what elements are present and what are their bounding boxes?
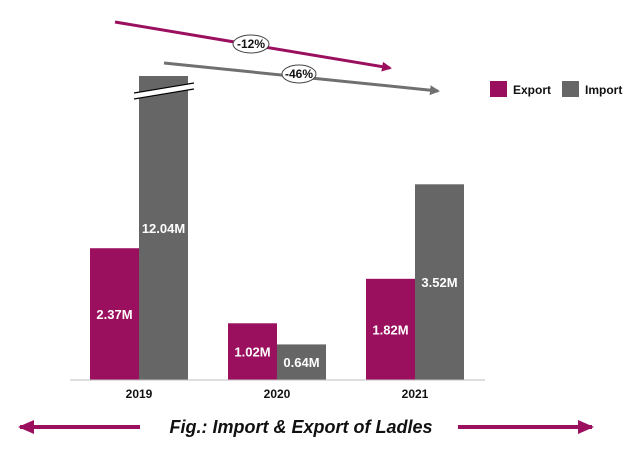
legend-label-import: Import xyxy=(585,83,622,97)
value-label-export-2020: 1.02M xyxy=(234,345,270,360)
value-label-export-2021: 1.82M xyxy=(372,322,408,337)
bar-export-2020 xyxy=(228,323,277,380)
legend-swatch-export xyxy=(490,81,507,97)
change-badge-import xyxy=(281,64,317,84)
change-label-import: -46% xyxy=(285,67,313,81)
bar-export-2021 xyxy=(366,278,415,380)
axis-break-marker xyxy=(133,82,195,100)
caption: Fig.: Import & Export of Ladles xyxy=(18,417,594,437)
legend: Export Import xyxy=(490,81,622,97)
bars-layer xyxy=(90,76,464,380)
value-label-export-2019: 2.37M xyxy=(96,307,132,322)
change-label-export: -12% xyxy=(237,37,265,51)
bar-import-2021 xyxy=(415,184,464,380)
change-badge-export xyxy=(232,34,270,54)
value-label-import-2019: 12.04M xyxy=(142,221,185,236)
change-annotations: -12% -46% xyxy=(114,20,440,96)
x-tick-2019: 2019 xyxy=(126,387,153,401)
labels-layer: 2.37M 12.04M 1.02M 0.64M 1.82M 3.52M xyxy=(96,221,457,370)
bar-export-2019 xyxy=(90,248,139,380)
legend-label-export: Export xyxy=(513,83,551,97)
x-tick-2020: 2020 xyxy=(264,387,291,401)
ticks-layer: 2019 2020 2021 xyxy=(126,387,429,401)
bar-import-2020 xyxy=(277,344,326,380)
value-label-import-2020: 0.64M xyxy=(283,355,319,370)
legend-swatch-import xyxy=(562,81,579,97)
value-label-import-2021: 3.52M xyxy=(421,275,457,290)
bar-import-2019 xyxy=(139,76,188,380)
figure-caption: Fig.: Import & Export of Ladles xyxy=(169,417,432,437)
x-tick-2021: 2021 xyxy=(402,387,429,401)
